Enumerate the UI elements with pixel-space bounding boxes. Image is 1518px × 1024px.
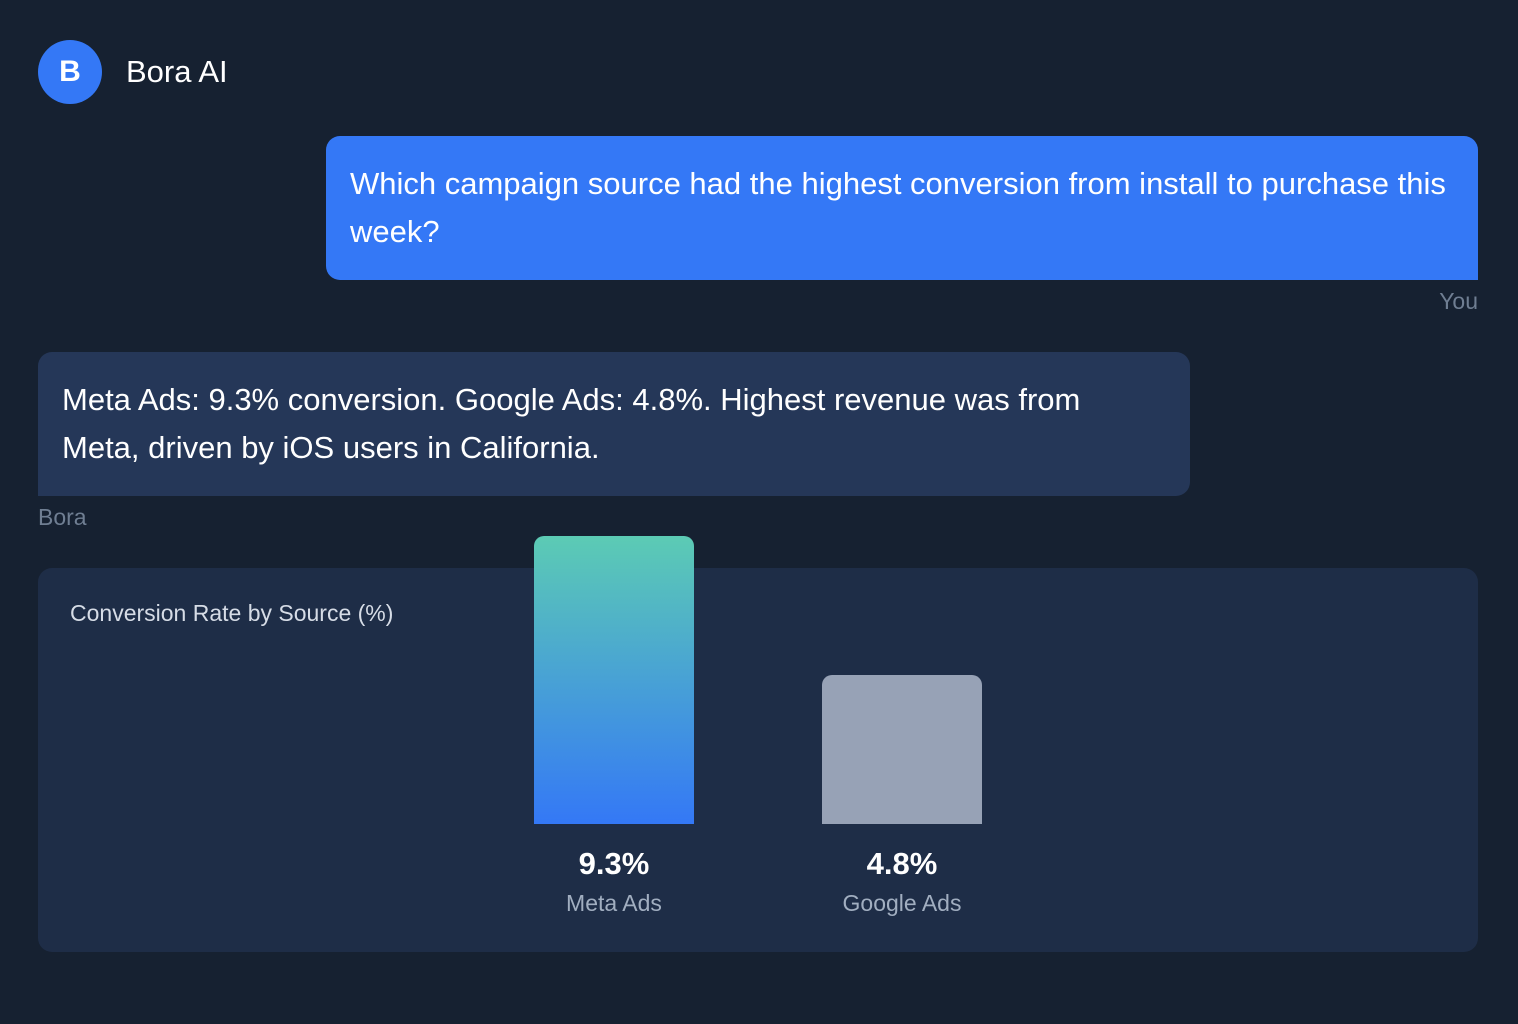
bar-value-google-ads: 4.8% xyxy=(866,846,938,881)
bot-sender-label: Bora xyxy=(38,504,87,530)
bar-label-meta-ads: Meta Ads xyxy=(566,890,662,916)
chart-card: Conversion Rate by Source (%) 9.3% 4.8% … xyxy=(38,536,1478,952)
bar-value-meta-ads: 9.3% xyxy=(578,846,650,881)
bar-google-ads xyxy=(822,675,982,824)
chart-title: Conversion Rate by Source (%) xyxy=(70,600,394,626)
bot-message: Meta Ads: 9.3% conversion. Google Ads: 4… xyxy=(38,352,1190,496)
user-sender-label: You xyxy=(1439,288,1478,314)
app-title: Bora AI xyxy=(126,54,228,89)
avatar: B xyxy=(38,40,102,104)
bar-label-google-ads: Google Ads xyxy=(842,890,962,916)
bar-meta-ads xyxy=(534,536,694,824)
user-message: Which campaign source had the highest co… xyxy=(326,136,1478,280)
chat-header: B Bora AI xyxy=(38,40,228,104)
